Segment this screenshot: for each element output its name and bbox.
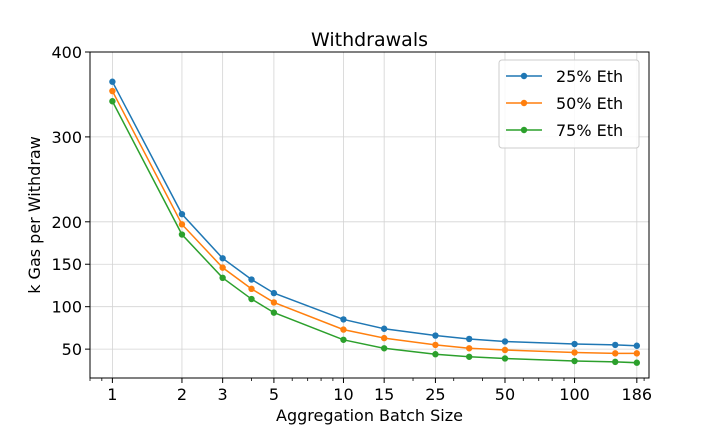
- data-point: [380, 334, 388, 342]
- y-tick-label: 300: [51, 128, 82, 147]
- legend-marker: [520, 99, 528, 107]
- plot-frame: [89, 51, 650, 379]
- x-tick-label: 10: [333, 385, 353, 404]
- legend-items: 25% Eth 50% Eth 75% Eth: [506, 67, 623, 140]
- data-point: [178, 210, 186, 218]
- data-point: [340, 326, 347, 333]
- data-point: [380, 325, 388, 332]
- x-tick-label: 50: [495, 385, 515, 404]
- data-point: [219, 255, 226, 262]
- x-tick-label: 1: [107, 385, 117, 404]
- x-tick-label: 186: [622, 385, 653, 404]
- data-point: [340, 316, 347, 323]
- data-point: [633, 342, 641, 349]
- y-axis-label: k Gas per Withdraw: [25, 136, 44, 294]
- y-axis-ticks: 50 100 150 200 300 400: [51, 43, 90, 359]
- data-point: [501, 338, 509, 345]
- data-point: [465, 345, 473, 352]
- x-tick-label: 15: [374, 385, 394, 404]
- chart-title: Withdrawals: [311, 29, 428, 51]
- series-1: [109, 78, 641, 349]
- data-point: [501, 355, 509, 362]
- legend-box: [498, 59, 640, 149]
- legend-marker: [520, 126, 528, 134]
- data-point: [109, 78, 116, 85]
- series-3: [109, 98, 641, 366]
- series-layer: [109, 78, 641, 366]
- data-point: [270, 299, 278, 306]
- data-point: [248, 295, 255, 303]
- x-tick-label: 5: [269, 385, 279, 404]
- data-point: [219, 274, 226, 282]
- data-point: [571, 340, 578, 348]
- y-tick-label: 400: [51, 43, 82, 62]
- data-point: [432, 351, 439, 358]
- legend-label: 75% Eth: [556, 121, 623, 140]
- data-point: [248, 285, 255, 293]
- data-point: [465, 335, 473, 343]
- x-axis-label: Aggregation Batch Size: [276, 406, 463, 425]
- x-axis-ticks: 1 2 3 5 10 15 25 50 100 186: [89, 378, 653, 404]
- x-tick-label: 3: [218, 385, 228, 404]
- data-point: [109, 87, 116, 95]
- y-tick-label: 150: [51, 255, 82, 274]
- x-tick-label: 100: [559, 385, 590, 404]
- data-point: [248, 276, 255, 283]
- data-point: [633, 350, 641, 357]
- legend-label: 25% Eth: [556, 67, 623, 86]
- data-point: [270, 309, 278, 316]
- data-point: [633, 359, 641, 366]
- legend-label: 50% Eth: [556, 94, 623, 113]
- data-point: [432, 332, 439, 339]
- data-point: [571, 349, 578, 356]
- data-point: [178, 221, 186, 228]
- data-point: [501, 346, 509, 354]
- data-point: [612, 341, 619, 349]
- data-point: [432, 341, 439, 349]
- data-point: [465, 353, 473, 360]
- x-tick-label: 25: [425, 385, 445, 404]
- data-point: [219, 264, 226, 271]
- y-tick-label: 200: [51, 213, 82, 232]
- data-point: [340, 336, 347, 343]
- legend-marker: [520, 72, 528, 80]
- data-point: [571, 357, 578, 365]
- y-tick-label: 100: [51, 298, 82, 317]
- grid: [90, 51, 649, 378]
- legend: 25% Eth 50% Eth 75% Eth: [498, 59, 640, 149]
- data-point: [612, 350, 619, 357]
- data-point: [109, 98, 116, 105]
- series-2: [109, 87, 641, 357]
- x-tick-label: 2: [177, 385, 187, 404]
- data-point: [380, 345, 388, 352]
- y-tick-label: 50: [62, 340, 82, 359]
- data-point: [178, 231, 186, 238]
- data-point: [270, 289, 278, 297]
- data-point: [612, 358, 619, 366]
